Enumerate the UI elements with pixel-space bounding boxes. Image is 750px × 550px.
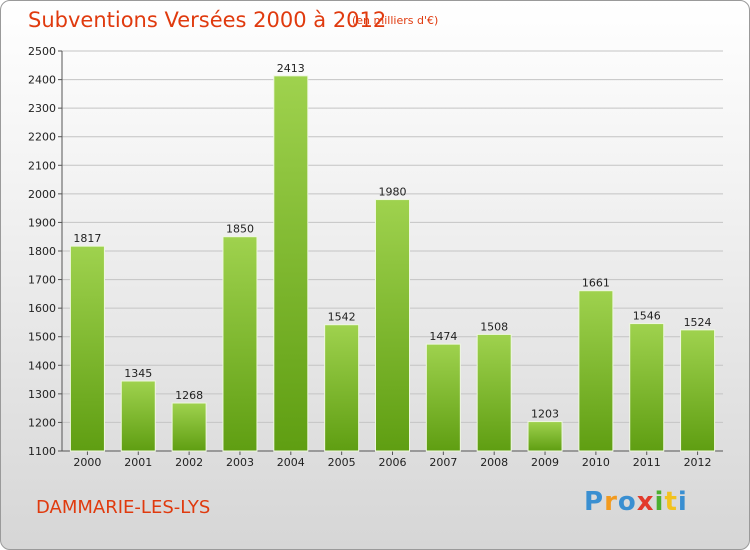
bar-value-label: 1268: [175, 389, 203, 402]
bar-2000: [69, 245, 105, 452]
logo-letter: i: [677, 487, 688, 517]
bar-value-label: 2413: [277, 62, 305, 75]
y-tick-label: 2400: [28, 74, 56, 87]
bar-2004: [273, 75, 309, 452]
bar-value-label: 1850: [226, 223, 254, 236]
bar-2002: [171, 402, 207, 452]
y-tick-label: 1600: [28, 302, 56, 315]
bar-2008: [476, 333, 512, 452]
x-tick-label: 2010: [582, 456, 610, 469]
y-tick-label: 1700: [28, 274, 56, 287]
y-tick-label: 1900: [28, 216, 56, 229]
commune-name: DAMMARIE-LES-LYS: [36, 497, 211, 518]
logo-letter: x: [636, 487, 655, 517]
y-tick-label: 1800: [28, 245, 56, 258]
bar-value-label: 1345: [124, 367, 152, 380]
proxiti-logo: Proxiti: [584, 487, 688, 517]
bar-value-label: 1474: [429, 330, 457, 343]
chart-subtitle: (en milliers d'€): [352, 14, 439, 27]
bar-2010: [578, 290, 614, 452]
y-tick-label: 1400: [28, 359, 56, 372]
logo-letter: i: [654, 487, 665, 517]
labels: 1100 1200 1300 1400 1500 1600 1700 1800 1900 2000…: [28, 45, 712, 469]
x-tick-label: 2000: [73, 456, 101, 469]
y-tick-label: 1500: [28, 331, 56, 344]
y-tick-label: 2500: [28, 45, 56, 58]
bar-value-label: 1817: [73, 232, 101, 245]
bar-2011: [629, 323, 665, 452]
bar-value-label: 1508: [480, 320, 508, 333]
bar-2009: [527, 421, 563, 452]
bar-2007: [425, 343, 461, 452]
x-tick-label: 2009: [531, 456, 559, 469]
y-tick-label: 1300: [28, 388, 56, 401]
x-tick-label: 2001: [124, 456, 152, 469]
x-tick-label: 2011: [633, 456, 661, 469]
bars: [69, 75, 716, 452]
x-tick-label: 2006: [379, 456, 407, 469]
bar-2006: [375, 199, 410, 452]
logo-letter: o: [617, 487, 637, 517]
bar-2003: [222, 236, 258, 452]
chart-title: Subventions Versées 2000 à 2012: [28, 8, 387, 32]
x-tick-label: 2008: [480, 456, 508, 469]
bar-value-label: 1661: [582, 277, 610, 290]
logo-letter: t: [664, 487, 678, 517]
bar-2001: [120, 380, 156, 452]
bar-2005: [324, 324, 360, 452]
x-tick-label: 2007: [429, 456, 457, 469]
bar-value-label: 1203: [531, 408, 559, 421]
bar-value-label: 1542: [328, 311, 356, 324]
x-tick-label: 2005: [328, 456, 356, 469]
x-tick-label: 2004: [277, 456, 305, 469]
x-tick-label: 2002: [175, 456, 203, 469]
y-tick-label: 2300: [28, 102, 56, 115]
bar-value-label: 1980: [379, 186, 407, 199]
bar-value-label: 1524: [684, 316, 712, 329]
x-tick-label: 2012: [684, 456, 712, 469]
x-tick-label: 2003: [226, 456, 254, 469]
bar-value-label: 1546: [633, 310, 661, 323]
y-tick-label: 2100: [28, 159, 56, 172]
y-tick-label: 2000: [28, 188, 56, 201]
y-tick-label: 2200: [28, 131, 56, 144]
logo-letter: r: [604, 487, 618, 517]
y-tick-label: 1200: [28, 416, 56, 429]
logo-letter: P: [584, 487, 605, 517]
bar-2012: [680, 329, 716, 452]
y-tick-label: 1100: [28, 445, 56, 458]
